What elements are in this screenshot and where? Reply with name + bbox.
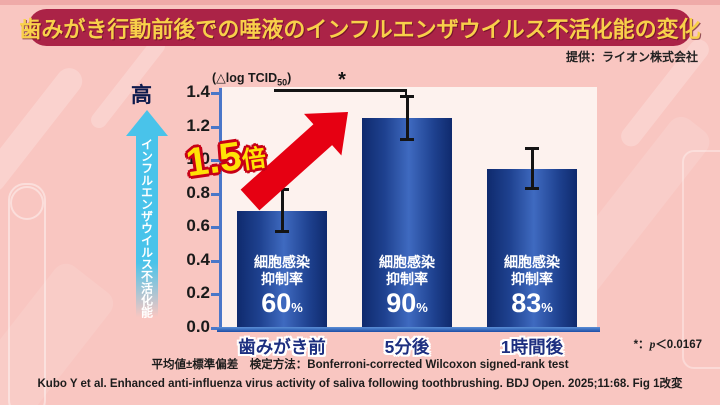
y-axis-tick-label: 1.2 [186,115,210,135]
error-bar-cap [275,230,289,234]
bar-label-text: 抑制率 [511,270,553,287]
y-axis-tick-label: 0.4 [186,249,210,269]
y-axis-tick-label: 0.6 [186,216,210,236]
error-bar [530,148,534,189]
unit-prefix: (△log TCID [212,71,278,85]
error-bar-cap [400,95,414,99]
up-arrow-icon: インフルエンザウイルス不活化能 [126,110,168,318]
y-axis-tick-label: 1.0 [186,149,210,169]
y-axis-unit-label: (△log TCID50) [212,70,291,88]
unit-suffix: ) [287,71,292,85]
x-axis-label: 1時間後 [500,337,564,357]
page-title: 歯みがき行動前後での唾液のインフルエンザウイルス不活化能の変化 [19,16,701,42]
x-axis-label: 5分後 [384,337,430,357]
background-decoration [8,183,46,405]
up-arrow-head [126,110,168,136]
x-axis-label: 歯みがき前 [238,337,326,357]
increase-arrow-icon [240,112,348,211]
bar-label-text: 83% [511,287,553,318]
y-axis-high-label: 高 [131,84,152,107]
y-axis-line [219,88,222,330]
background-decoration [682,150,720,369]
p-value-note: *：p＜0.0167 [634,336,702,352]
y-axis-tick-label: 0.0 [186,317,210,336]
p-note-prefix: *： [633,339,650,351]
error-bar [280,188,284,233]
bar-label-text: 60% [261,288,303,318]
p-symbol: p [649,339,656,351]
bar-label-text: 抑制率 [386,270,428,287]
p-note-value: ＜0.0167 [655,339,702,351]
x-axis-line [217,327,600,332]
y-axis-tick-mark [211,226,219,230]
y-axis-tick-mark [211,259,219,263]
y-axis-tick-label: 1.4 [186,82,210,101]
y-axis-tick-label: 0.2 [186,283,210,303]
fold-change-number: 1.5 [183,134,245,186]
citation-line: Kubo Y et al. Enhanced anti-influenza vi… [37,378,683,390]
bar-inner-label: 細胞感染 抑制率 83% [487,254,577,322]
significance-line [274,89,407,92]
bar-label-text: 細胞感染 [504,253,560,270]
bar-3: 細胞感染 抑制率 83% [487,168,577,327]
credit-text: 提供：ライオン株式会社 [565,50,698,64]
bar-label-text: 90% [386,287,428,318]
y-axis-tick-mark [211,125,219,129]
significance-tick [404,89,407,98]
error-bar-cap [525,186,539,190]
stats-method-line: 平均値±標準偏差 検定方法：Bonferroni-corrected Wilco… [151,359,569,371]
y-axis-title: インフルエンザウイルス不活化能 [139,138,154,318]
bar-label-text: 抑制率 [261,271,303,287]
background-decoration [0,0,720,5]
y-axis-tick-mark [211,293,219,297]
bar-label-text: 細胞感染 [379,253,435,270]
significance-star: * [338,69,346,91]
y-axis-tick-mark [211,159,219,163]
bar-inner-label: 細胞感染 抑制率 90% [362,254,452,322]
error-bar-cap [400,138,414,141]
error-bar [405,96,409,140]
bar-inner-label: 細胞感染 抑制率 60% [237,254,327,322]
y-axis-tick-mark [211,327,219,330]
up-arrow-shaft [136,135,158,317]
y-axis-tick-mark [211,92,219,95]
unit-subscript: 50 [277,77,288,88]
bar-2: 細胞感染 抑制率 90% [362,118,452,327]
bar-label-text: 細胞感染 [254,254,310,270]
fold-change-suffix: 倍 [240,144,268,175]
y-axis-tick-mark [211,192,219,196]
title-banner: 歯みがき行動前後での唾液のインフルエンザウイルス不活化能の変化 [19,9,701,46]
y-axis-tick-label: 0.8 [186,182,210,202]
error-bar-cap [525,147,539,151]
background-decoration [10,186,44,220]
